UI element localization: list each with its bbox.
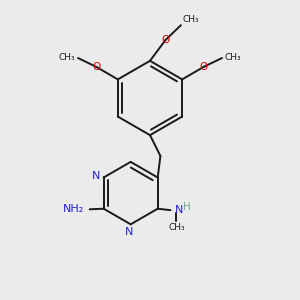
Text: N: N xyxy=(175,205,183,215)
Text: NH₂: NH₂ xyxy=(63,204,84,214)
Text: CH₃: CH₃ xyxy=(182,15,199,24)
Text: CH₃: CH₃ xyxy=(224,53,241,62)
Text: O: O xyxy=(92,62,101,72)
Text: N: N xyxy=(125,227,134,237)
Text: O: O xyxy=(161,35,169,45)
Text: N: N xyxy=(92,171,101,181)
Text: CH₃: CH₃ xyxy=(59,53,76,62)
Text: H: H xyxy=(183,202,191,212)
Text: O: O xyxy=(200,62,208,72)
Text: CH₃: CH₃ xyxy=(168,223,185,232)
